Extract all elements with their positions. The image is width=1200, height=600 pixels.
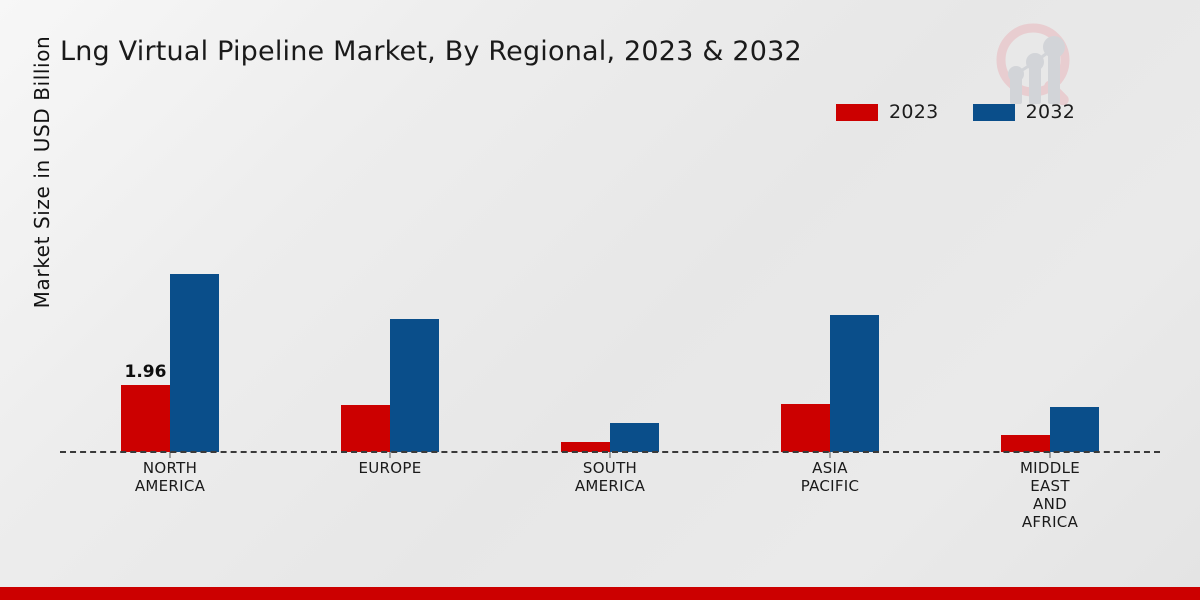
bar-chart-icon [1010, 50, 1060, 104]
x-label-asia-pacific: ASIA PACIFIC [720, 459, 940, 531]
x-label-line: ASIA [812, 459, 848, 477]
x-label-line: SOUTH [582, 459, 638, 477]
legend-label-2023: 2023 [889, 101, 939, 123]
x-label-line: AFRICA [1021, 513, 1079, 531]
x-label-line: PACIFIC [800, 477, 860, 495]
x-tick [389, 452, 391, 458]
bar-2023-europe[interactable] [341, 405, 390, 452]
bar-group-middle-east-and-africa [940, 140, 1160, 458]
bar-2023-middle-east-and-africa[interactable] [1001, 435, 1050, 452]
x-label-middle-east-and-africa: MIDDLE EAST AND AFRICA [940, 459, 1160, 531]
x-tick [829, 452, 831, 458]
plot-area: 1.96 [60, 140, 1160, 458]
magnifier-icon [996, 23, 1070, 106]
bar-2023-north-america[interactable]: 1.96 [121, 362, 170, 452]
x-label-europe: EUROPE [280, 459, 500, 531]
bar-2032-middle-east-and-africa[interactable] [1050, 407, 1099, 452]
bar-value-label: 1.96 [124, 362, 167, 382]
x-axis-labels: NORTH AMERICA EUROPE SOUTH AMERICA ASIA … [60, 459, 1160, 531]
x-label-south-america: SOUTH AMERICA [500, 459, 720, 531]
chart-legend: 2023 2032 [836, 101, 1075, 123]
x-label-north-america: NORTH AMERICA [60, 459, 280, 531]
legend-swatch-2023 [836, 103, 878, 121]
bar-2032-south-america[interactable] [610, 423, 659, 452]
y-axis-title: Market Size in USD Billion [30, 35, 54, 309]
chart-title: Lng Virtual Pipeline Market, By Regional… [60, 36, 802, 67]
x-tick [609, 452, 611, 458]
legend-swatch-2032 [972, 103, 1015, 121]
bars: 1.96 [121, 140, 219, 452]
legend-item-2023[interactable]: 2023 [836, 101, 939, 123]
bar-group-south-america [500, 140, 720, 458]
watermark-logo [985, 14, 1093, 110]
bars [561, 140, 659, 452]
bottom-accent-band [0, 587, 1200, 600]
bar-2023-asia-pacific[interactable] [781, 404, 830, 452]
bars [781, 140, 879, 452]
x-label-line: AMERICA [574, 477, 646, 495]
bar-group-asia-pacific [720, 140, 940, 458]
bar-2032-europe[interactable] [390, 319, 439, 452]
legend-label-2032: 2032 [1025, 101, 1076, 123]
x-label-line: MIDDLE [1019, 459, 1081, 477]
bar-group-europe [280, 140, 500, 458]
bars [1001, 140, 1099, 452]
legend-item-2032[interactable]: 2032 [972, 101, 1076, 123]
x-tick [1049, 452, 1051, 458]
trend-dots-icon [1008, 36, 1065, 82]
x-label-line: NORTH [142, 459, 198, 477]
bar-group-north-america: 1.96 [60, 140, 280, 458]
x-label-line: EAST [1030, 477, 1070, 495]
bars [341, 140, 439, 452]
bar-2032-asia-pacific[interactable] [830, 315, 879, 452]
x-label-line: AND [1033, 495, 1067, 513]
x-label-line: EUROPE [358, 459, 422, 477]
x-tick [169, 452, 171, 458]
x-axis-baseline [60, 451, 1160, 453]
bar-2023-south-america[interactable] [561, 442, 610, 452]
x-label-line: AMERICA [134, 477, 206, 495]
bar-2032-north-america[interactable] [170, 274, 219, 452]
